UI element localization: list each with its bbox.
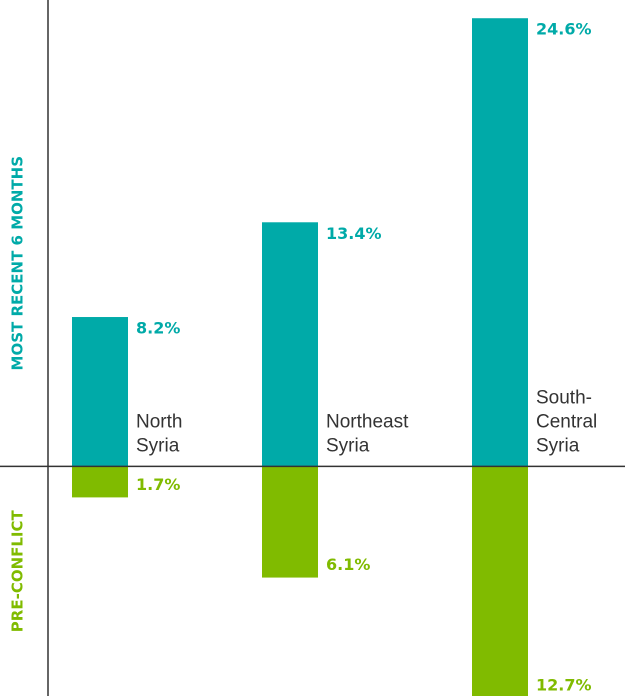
category-label: Syria — [536, 435, 580, 456]
series-label: MOST RECENT 6 MONTHS — [9, 156, 27, 370]
category-label: Syria — [326, 435, 370, 456]
bar — [262, 466, 318, 578]
bar — [72, 317, 128, 467]
category-label: North — [136, 411, 182, 432]
bar — [472, 466, 528, 696]
category-label: Northeast — [326, 411, 409, 432]
value-label: 1.7% — [136, 475, 180, 494]
bar — [72, 466, 128, 498]
value-label: 13.4% — [326, 224, 382, 243]
category-label: South- — [536, 387, 592, 408]
value-label: 8.2% — [136, 319, 180, 338]
bar — [472, 18, 528, 467]
value-label: 6.1% — [326, 555, 370, 574]
bar — [262, 222, 318, 467]
category-label: Syria — [136, 435, 180, 456]
category-label: Central — [536, 411, 597, 432]
value-label: 12.7% — [536, 675, 592, 694]
series-label: PRE-CONFLICT — [9, 509, 27, 632]
value-label: 24.6% — [536, 20, 592, 39]
